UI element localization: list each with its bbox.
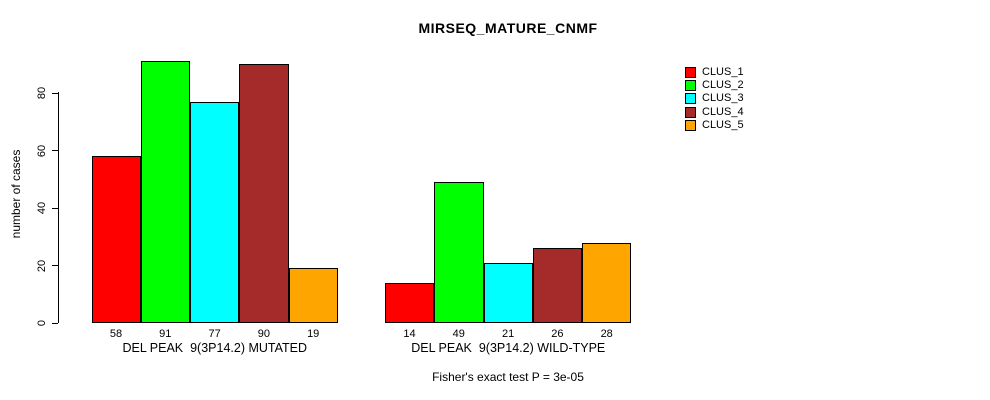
y-tick-label: 0 [36, 319, 48, 327]
group-label: DEL PEAK 9(3P14.2) MUTATED [122, 341, 308, 355]
bar-clus_1-group2 [385, 282, 435, 323]
bar-value-label: 49 [452, 328, 465, 340]
chart-title: MIRSEQ_MATURE_CNMF [418, 20, 598, 36]
bar-clus_3-group1 [190, 101, 240, 323]
bar-value-label: 91 [159, 328, 172, 340]
bar-clus_2-group1 [140, 61, 191, 323]
legend-swatch-clus_2 [685, 80, 696, 92]
caption: Fisher's exact test P = 3e-05 [432, 370, 584, 384]
y-tick-mark [52, 322, 58, 324]
legend-label: CLUS_3 [702, 92, 744, 105]
bar-clus_3-group2 [483, 262, 533, 323]
bar-clus_2-group2 [434, 182, 484, 323]
legend-label: CLUS_5 [702, 118, 744, 131]
y-tick-mark [52, 92, 58, 94]
y-tick-label: 20 [36, 259, 48, 272]
y-tick-label: 80 [36, 86, 48, 100]
bar-value-label: 90 [257, 328, 271, 340]
legend-swatch-clus_4 [685, 106, 696, 118]
bar-value-label: 28 [600, 328, 613, 340]
legend-swatch-clus_5 [685, 119, 696, 131]
bar-clus_1-group1 [91, 156, 141, 323]
y-tick-mark [52, 207, 58, 209]
bar-clus_4-group2 [532, 248, 583, 323]
y-tick-mark [52, 265, 58, 266]
bar-value-label: 58 [109, 328, 123, 340]
legend-label: CLUS_2 [702, 79, 744, 92]
y-axis-label: number of cases [9, 149, 23, 239]
legend-swatch-clus_3 [685, 93, 696, 105]
legend-label: CLUS_1 [702, 66, 744, 78]
y-tick-label: 40 [36, 201, 48, 215]
bar-value-label: 26 [551, 328, 564, 340]
bar-value-label: 21 [501, 328, 515, 340]
bar-clus_5-group2 [582, 242, 632, 323]
legend-label: CLUS_4 [702, 105, 744, 118]
y-tick-mark [52, 150, 58, 151]
bar-value-label: 77 [208, 328, 221, 340]
bar-clus_4-group1 [239, 64, 289, 323]
legend-swatch-clus_1 [685, 67, 696, 78]
bar-value-label: 19 [307, 328, 320, 340]
bar-value-label: 14 [403, 328, 416, 340]
y-axis-line [58, 92, 59, 323]
group-label: DEL PEAK 9(3P14.2) WILD-TYPE [411, 341, 606, 355]
bar-clus_5-group1 [288, 268, 338, 323]
y-tick-label: 60 [36, 144, 48, 157]
